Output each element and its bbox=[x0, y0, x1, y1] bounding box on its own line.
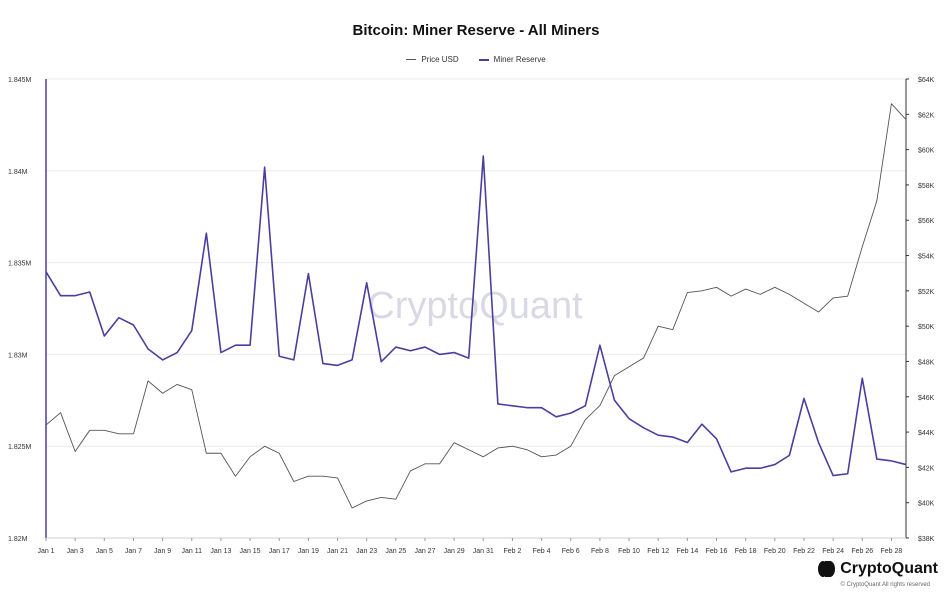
legend-label-reserve: Miner Reserve bbox=[493, 55, 546, 64]
right-tick-label: $44K bbox=[918, 430, 935, 437]
brand-name: CryptoQuant bbox=[840, 560, 938, 577]
right-tick-label: $64K bbox=[918, 77, 935, 84]
series-line-miner-reserve bbox=[45, 155, 907, 477]
x-tick-label: Jan 1 bbox=[37, 548, 54, 555]
left-tick-label: 1.845M bbox=[8, 77, 32, 84]
right-tick-label: $42K bbox=[918, 465, 935, 472]
x-tick-label: Feb 2 bbox=[503, 548, 521, 555]
x-tick-label: Jan 7 bbox=[125, 548, 142, 555]
right-tick-label: $54K bbox=[918, 254, 935, 261]
left-tick-label: 1.835M bbox=[8, 261, 32, 268]
right-tick-label: $46K bbox=[918, 395, 935, 402]
right-axis-ticks: $64K $62K $60K $58K $56K $54K $52K $50K $48K $46K… bbox=[906, 77, 935, 543]
x-tick-label: Feb 28 bbox=[881, 548, 903, 555]
x-tick-label: Feb 18 bbox=[735, 548, 757, 555]
axes bbox=[45, 79, 907, 539]
series-layer bbox=[45, 103, 907, 509]
x-tick-label: Jan 23 bbox=[356, 548, 377, 555]
left-tick-label: 1.83M bbox=[8, 352, 28, 359]
right-tick-label: $50K bbox=[918, 324, 935, 331]
x-tick-label: Feb 22 bbox=[793, 548, 815, 555]
x-tick-label: Jan 9 bbox=[154, 548, 171, 555]
x-tick-label: Jan 15 bbox=[240, 548, 261, 555]
x-tick-label: Feb 6 bbox=[562, 548, 580, 555]
x-tick-label: Jan 29 bbox=[444, 548, 465, 555]
watermark-text: CryptoQuant bbox=[367, 285, 583, 327]
right-tick-label: $38K bbox=[918, 536, 935, 543]
right-tick-label: $62K bbox=[918, 112, 935, 119]
x-tick-label: Jan 5 bbox=[96, 548, 113, 555]
legend-swatch-reserve bbox=[478, 58, 489, 61]
series-line-price-usd bbox=[45, 103, 907, 509]
x-tick-label: Feb 14 bbox=[676, 548, 698, 555]
left-tick-label: 1.84M bbox=[8, 169, 28, 176]
x-tick-label: Jan 17 bbox=[269, 548, 290, 555]
right-tick-label: $52K bbox=[918, 289, 935, 296]
x-tick-label: Feb 24 bbox=[822, 548, 844, 555]
right-tick-label: $48K bbox=[918, 359, 935, 366]
x-axis-ticks: Jan 1 Jan 3 Jan 5 Jan 7 Jan 9 Jan 11 Jan 13 Jan… bbox=[37, 538, 902, 555]
right-tick-label: $56K bbox=[918, 218, 935, 225]
x-tick-label: Feb 16 bbox=[706, 548, 728, 555]
left-axis-ticks: 1.845M 1.84M 1.835M 1.83M 1.825M 1.82M bbox=[8, 77, 32, 543]
right-tick-label: $40K bbox=[918, 501, 935, 508]
x-tick-label: Jan 21 bbox=[327, 548, 348, 555]
x-tick-label: Feb 4 bbox=[533, 548, 551, 555]
x-tick-label: Feb 10 bbox=[618, 548, 640, 555]
x-tick-label: Feb 8 bbox=[591, 548, 609, 555]
x-tick-label: Jan 19 bbox=[298, 548, 319, 555]
x-tick-label: Feb 12 bbox=[647, 548, 669, 555]
x-tick-label: Jan 27 bbox=[414, 548, 435, 555]
cryptoquant-logo-icon bbox=[818, 561, 836, 577]
x-tick-label: Feb 26 bbox=[851, 548, 873, 555]
x-tick-label: Jan 3 bbox=[67, 548, 84, 555]
x-tick-label: Jan 13 bbox=[210, 548, 231, 555]
left-tick-label: 1.825M bbox=[8, 444, 32, 451]
right-tick-label: $60K bbox=[918, 148, 935, 155]
x-tick-label: Jan 25 bbox=[385, 548, 406, 555]
brand-logo: CryptoQuant bbox=[818, 560, 938, 578]
x-tick-label: Jan 11 bbox=[182, 548, 203, 555]
x-tick-label: Jan 31 bbox=[473, 548, 494, 555]
legend-label-price: Price USD bbox=[421, 55, 459, 64]
legend-swatch-price bbox=[406, 59, 417, 60]
chart-title: Bitcoin: Miner Reserve - All Miners bbox=[352, 22, 600, 39]
x-tick-label: Feb 20 bbox=[764, 548, 786, 555]
right-tick-label: $58K bbox=[918, 183, 935, 190]
brand-credit: © CryptoQuant All rights reserved bbox=[840, 582, 930, 588]
legend-item-price[interactable]: Price USD bbox=[406, 55, 459, 64]
chart-legend: Price USD Miner Reserve bbox=[0, 55, 952, 64]
left-tick-label: 1.82M bbox=[8, 536, 28, 543]
legend-item-reserve[interactable]: Miner Reserve bbox=[478, 55, 546, 64]
